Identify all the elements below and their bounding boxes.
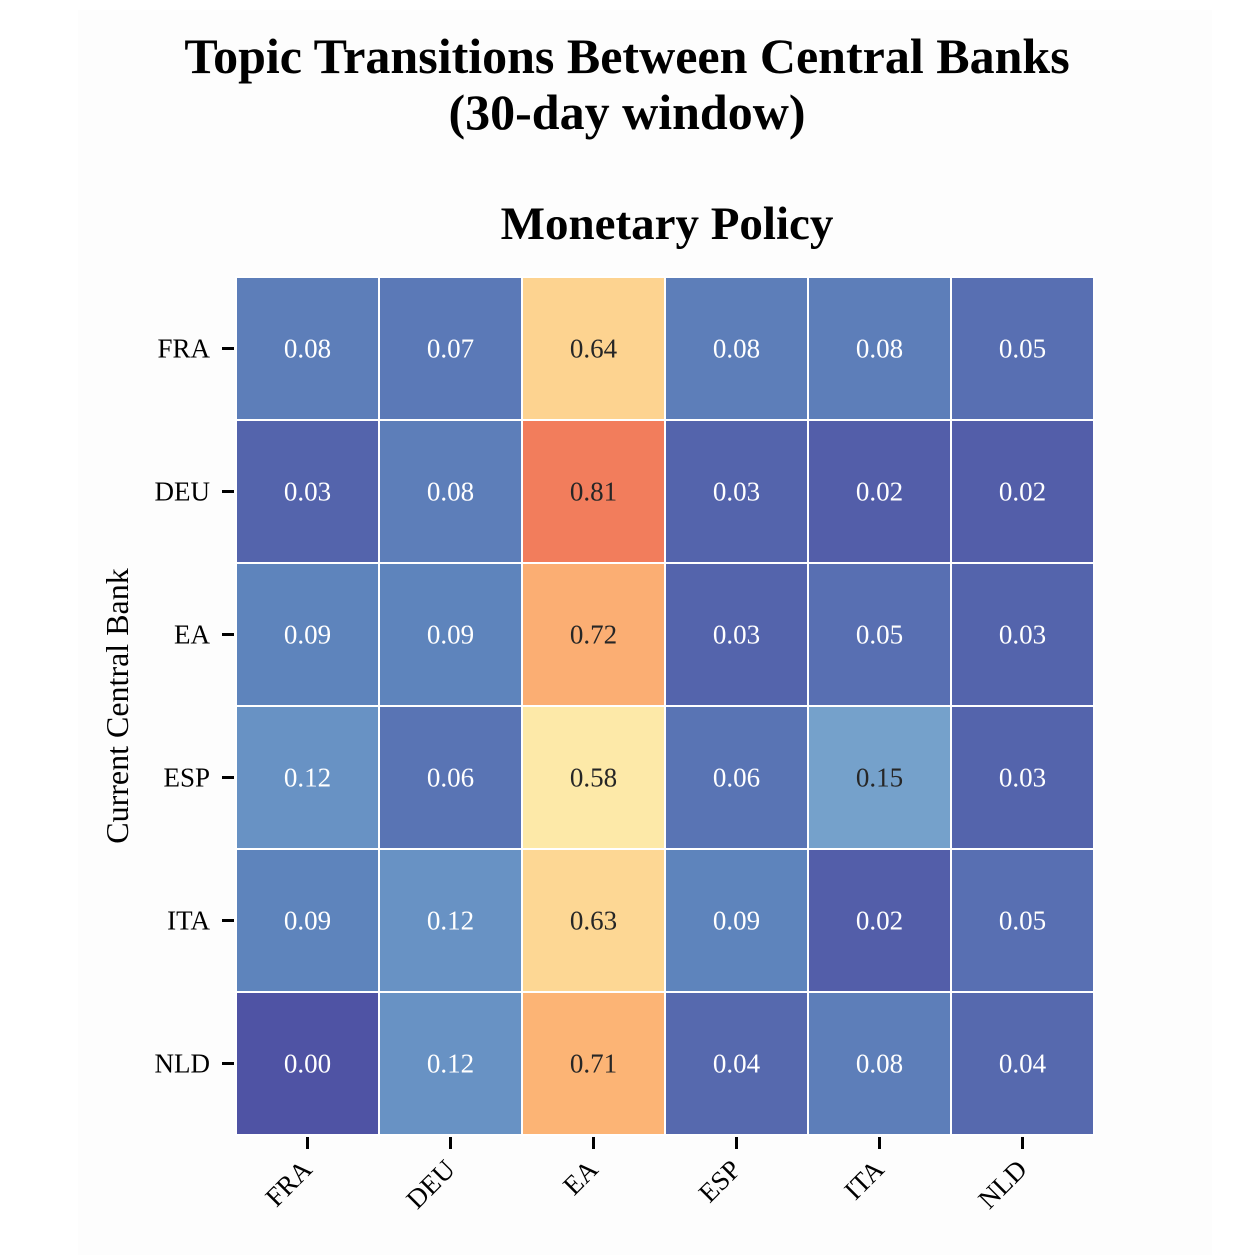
y-tick-label: EA	[174, 620, 210, 650]
x-tick-label: FRA	[259, 1154, 318, 1213]
heatmap-cell	[235, 276, 380, 421]
cell-value-label: 0.03	[999, 763, 1046, 793]
heatmap-cell	[378, 276, 523, 421]
cell-value-label: 0.09	[284, 906, 331, 936]
cell-value-label: 0.09	[284, 620, 331, 650]
cell-value-label: 0.64	[570, 334, 618, 364]
cell-value-label: 0.08	[856, 1049, 903, 1079]
cell-value-label: 0.07	[427, 334, 474, 364]
cell-value-label: 0.12	[284, 763, 331, 793]
chart-title: Monetary Policy	[500, 198, 834, 250]
x-tick-label: DEU	[400, 1154, 460, 1214]
cell-value-label: 0.03	[284, 477, 331, 507]
cell-value-label: 0.03	[713, 620, 760, 650]
heatmap-cell	[950, 991, 1095, 1136]
heatmap-cell	[664, 276, 809, 421]
cell-value-label: 0.08	[284, 334, 331, 364]
cell-value-label: 0.12	[427, 1049, 474, 1079]
heatmap-cell	[950, 848, 1095, 993]
cell-value-label: 0.02	[999, 477, 1046, 507]
y-tick-label: FRA	[157, 334, 210, 364]
cell-value-label: 0.09	[713, 906, 760, 936]
cell-value-label: 0.06	[713, 763, 760, 793]
cell-value-label: 0.02	[856, 477, 903, 507]
heatmap-cell	[950, 419, 1095, 564]
y-tick-label: NLD	[155, 1049, 211, 1079]
cell-value-label: 0.58	[570, 763, 617, 793]
figure-title-line1: Topic Transitions Between Central Banks	[184, 28, 1070, 84]
cell-value-label: 0.08	[427, 477, 474, 507]
heatmap-cell	[378, 991, 523, 1136]
cell-value-label: 0.06	[427, 763, 474, 793]
heatmap-cell	[950, 562, 1095, 707]
cell-value-label: 0.12	[427, 906, 474, 936]
heatmap-cell	[664, 705, 809, 850]
heatmap-cell	[950, 705, 1095, 850]
y-tick-label: DEU	[155, 477, 211, 507]
heatmap-cell	[235, 991, 380, 1136]
cell-value-label: 0.63	[570, 906, 617, 936]
heatmap-cell	[378, 705, 523, 850]
y-tick-label: ITA	[167, 906, 210, 936]
cell-value-label: 0.08	[856, 334, 903, 364]
heatmap-cell	[235, 419, 380, 564]
cell-value-label: 0.05	[999, 334, 1046, 364]
heatmap-cell	[807, 562, 952, 707]
y-tick-label: ESP	[163, 763, 210, 793]
heatmap-cell	[521, 848, 666, 993]
x-tick-label: EA	[557, 1154, 604, 1201]
heatmap-cell	[521, 991, 666, 1136]
cell-value-label: 0.05	[856, 620, 903, 650]
cell-value-label: 0.03	[999, 620, 1046, 650]
heatmap-cell	[807, 848, 952, 993]
cell-value-label: 0.04	[713, 1049, 761, 1079]
cell-value-label: 0.04	[999, 1049, 1047, 1079]
cell-value-label: 0.02	[856, 906, 903, 936]
heatmap-cell	[807, 419, 952, 564]
x-tick-label: ESP	[693, 1154, 747, 1208]
cell-value-label: 0.03	[713, 477, 760, 507]
heatmap-cell	[521, 276, 666, 421]
heatmap-cell	[664, 562, 809, 707]
figure-title-line2: (30-day window)	[448, 84, 806, 140]
cell-value-label: 0.15	[856, 763, 903, 793]
cell-value-label: 0.72	[570, 620, 617, 650]
heatmap-cell	[521, 419, 666, 564]
cell-value-label: 0.81	[570, 477, 617, 507]
x-tick-label: NLD	[972, 1154, 1032, 1214]
cell-value-label: 0.71	[570, 1049, 617, 1079]
cell-value-label: 0.09	[427, 620, 474, 650]
cell-value-label: 0.00	[284, 1049, 331, 1079]
x-tick-label: ITA	[838, 1154, 890, 1206]
heatmap-cell	[664, 419, 809, 564]
heatmap-cell	[807, 991, 952, 1136]
cell-value-label: 0.05	[999, 906, 1046, 936]
y-axis-label: Current Central Bank	[99, 568, 135, 843]
heatmap-cell	[378, 848, 523, 993]
cell-value-label: 0.08	[713, 334, 760, 364]
